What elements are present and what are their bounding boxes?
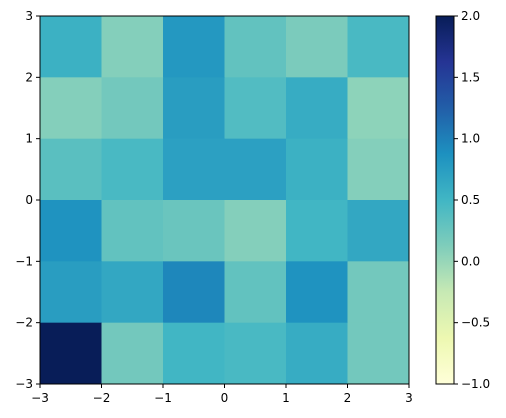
heatmap-cell xyxy=(347,261,410,324)
heatmap-cell xyxy=(40,138,102,201)
heatmap-cell xyxy=(101,77,164,140)
heatmap-cell xyxy=(224,322,287,385)
y-tick-label: 3 xyxy=(25,9,33,23)
heatmap-cell xyxy=(347,200,410,262)
heatmap-cell xyxy=(163,322,225,385)
heatmap-cell xyxy=(347,322,410,385)
heatmap-cell xyxy=(40,200,102,262)
heatmap-cell xyxy=(40,322,102,385)
heatmap-cell xyxy=(286,322,348,385)
y-tick-label: −3 xyxy=(15,377,33,391)
y-tick-label: −1 xyxy=(15,254,33,268)
heatmap-cell xyxy=(286,200,348,262)
heatmap-cell xyxy=(163,77,225,140)
x-tick-label: −3 xyxy=(31,391,49,405)
heatmap-cell xyxy=(101,261,164,324)
x-tick-label: 3 xyxy=(405,391,413,405)
heatmap-cell xyxy=(163,138,225,201)
heatmap-cell xyxy=(101,16,164,78)
x-tick-label: 1 xyxy=(282,391,290,405)
colorbar xyxy=(436,16,454,384)
heatmap-cell xyxy=(40,261,102,324)
colorbar-tick-label: 2.0 xyxy=(461,9,480,23)
x-tick-label: 0 xyxy=(221,391,229,405)
y-tick-label: 2 xyxy=(25,70,33,84)
heatmap-cell xyxy=(163,261,225,324)
y-axis: −3 −2 −1 0 1 2 3 xyxy=(15,9,40,391)
heatmap-cell xyxy=(101,322,164,385)
heatmap-cell xyxy=(224,200,287,262)
y-tick-label: −2 xyxy=(15,316,33,330)
heatmap-cell xyxy=(286,138,348,201)
colorbar-tick-label: 1.0 xyxy=(461,132,480,146)
heatmap-cell xyxy=(347,77,410,140)
heatmap-cell xyxy=(347,138,410,201)
colorbar-tick-label: 0.5 xyxy=(461,193,480,207)
colorbar-tick-label: −0.5 xyxy=(461,316,490,330)
heatmap-cell xyxy=(286,261,348,324)
heatmap-cell xyxy=(224,138,287,201)
heatmap-cell xyxy=(101,138,164,201)
heatmap-cell xyxy=(163,200,225,262)
y-tick-label: 0 xyxy=(25,193,33,207)
heatmap-cell xyxy=(40,77,102,140)
heatmap-cell xyxy=(224,77,287,140)
colorbar-tick-label: 1.5 xyxy=(461,70,480,84)
colorbar-axis: −1.0 −0.5 0.0 0.5 1.0 1.5 2.0 xyxy=(454,9,490,391)
heatmap-cells xyxy=(40,16,410,385)
heatmap-cell xyxy=(286,77,348,140)
heatmap-cell xyxy=(163,16,225,78)
heatmap-cell xyxy=(101,200,164,262)
x-tick-label: −2 xyxy=(93,391,111,405)
colorbar-tick-label: 0.0 xyxy=(461,254,480,268)
x-tick-label: 2 xyxy=(344,391,352,405)
heatmap-cell xyxy=(286,16,348,78)
colorbar-tick-label: −1.0 xyxy=(461,377,490,391)
heatmap-cell xyxy=(347,16,410,78)
heatmap-cell xyxy=(40,16,102,78)
heatmap-cell xyxy=(224,16,287,78)
y-tick-label: 1 xyxy=(25,132,33,146)
x-tick-label: −1 xyxy=(154,391,172,405)
x-axis: −3 −2 −1 0 1 2 3 xyxy=(31,384,413,405)
heatmap-cell xyxy=(224,261,287,324)
